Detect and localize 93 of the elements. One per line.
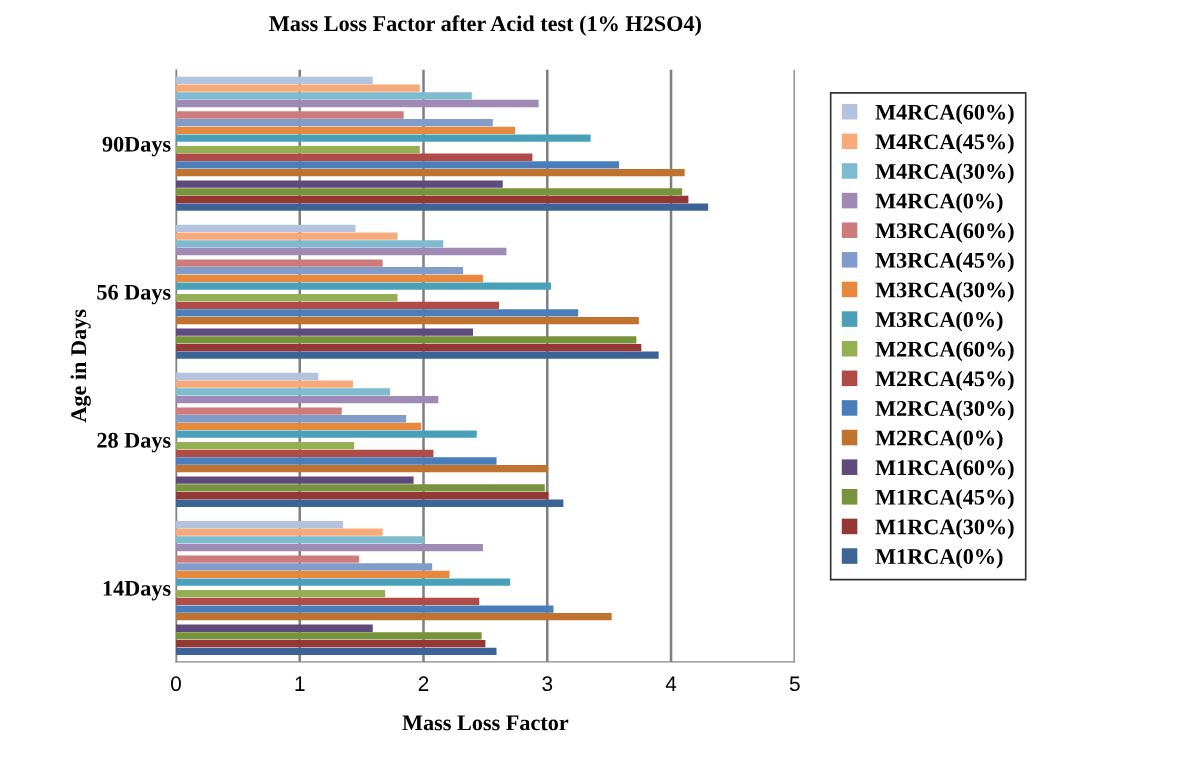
bar	[175, 484, 545, 492]
bar	[175, 578, 511, 586]
bar	[175, 528, 383, 536]
bar	[175, 555, 360, 563]
bar	[175, 430, 477, 438]
bar	[175, 570, 450, 579]
bar	[175, 351, 659, 359]
bar	[175, 224, 356, 233]
y-tick-label: 90Days	[102, 136, 171, 157]
bar	[175, 328, 474, 336]
bar	[175, 639, 486, 648]
legend-label: M3RCA(0%)	[875, 311, 1003, 332]
bar	[175, 613, 612, 621]
bar	[175, 195, 689, 204]
bar	[175, 301, 500, 309]
bar	[175, 590, 386, 598]
bar	[175, 520, 344, 529]
bar	[175, 282, 551, 290]
legend-label: M3RCA(60%)	[875, 222, 1014, 243]
legend-label: M2RCA(60%)	[875, 341, 1014, 362]
legend-label: M4RCA(45%)	[875, 133, 1014, 154]
x-tick-label: 3	[542, 676, 553, 692]
bar	[175, 274, 483, 283]
bar	[175, 119, 493, 127]
bar	[175, 605, 554, 613]
bar	[175, 457, 497, 465]
legend-label: M1RCA(0%)	[875, 548, 1003, 569]
bar	[175, 92, 472, 100]
bar	[175, 632, 482, 640]
bar	[175, 203, 709, 211]
bar	[175, 415, 407, 423]
bar	[175, 441, 355, 450]
bar	[175, 491, 549, 500]
bar	[175, 134, 591, 142]
x-tick-label: 4	[665, 676, 677, 691]
bar	[175, 84, 420, 92]
bar	[175, 336, 637, 344]
bar	[175, 126, 516, 135]
bar	[175, 395, 439, 404]
legend-label: M1RCA(30%)	[875, 518, 1014, 539]
legend-label: M4RCA(0%)	[875, 192, 1003, 214]
bar	[175, 232, 398, 240]
bar	[175, 499, 564, 507]
x-tick-label: 5	[789, 676, 800, 692]
x-axis-title: Mass Loss Factor	[402, 715, 569, 731]
bar	[175, 111, 404, 119]
y-tick-label: 14Days	[103, 580, 171, 601]
bar	[175, 168, 685, 177]
legend-label: M4RCA(30%)	[875, 163, 1014, 184]
bar	[175, 293, 398, 302]
bar	[175, 372, 319, 381]
bar	[175, 380, 353, 388]
chart-title: Mass Loss Factor after Acid test (1% H2SO4)	[269, 15, 701, 36]
bar	[175, 317, 639, 325]
legend-label: M3RCA(30%)	[875, 281, 1014, 302]
bar	[175, 180, 503, 188]
bar	[175, 145, 420, 154]
bar	[175, 309, 579, 317]
legend-label: M2RCA(45%)	[875, 370, 1014, 391]
bar	[175, 597, 480, 605]
bar	[175, 449, 434, 457]
bar	[175, 99, 539, 108]
bar	[175, 188, 683, 196]
x-tick-label: 2	[418, 676, 429, 691]
bar	[175, 543, 483, 552]
legend-label: M2RCA(0%)	[875, 429, 1003, 451]
bar	[175, 647, 497, 655]
bar	[175, 422, 422, 431]
y-tick-label: 28 Days	[97, 432, 171, 453]
bar	[175, 343, 642, 352]
bar	[175, 247, 507, 256]
bar	[175, 153, 533, 161]
legend-label: M2RCA(30%)	[875, 400, 1014, 421]
bar	[175, 259, 383, 267]
bar	[175, 536, 425, 544]
bar	[175, 407, 342, 415]
bar	[175, 267, 464, 275]
bar	[175, 388, 391, 396]
x-tick-label: 1	[295, 676, 305, 691]
y-axis-title: Age in Days	[70, 309, 91, 423]
bar	[175, 76, 373, 85]
bar	[175, 563, 433, 571]
bar	[175, 240, 444, 248]
bar	[175, 476, 414, 484]
legend-label: M1RCA(45%)	[875, 489, 1014, 510]
bar	[175, 624, 373, 632]
legend-label: M1RCA(60%)	[875, 459, 1014, 480]
bar	[175, 465, 548, 473]
legend-label: M4RCA(60%)	[875, 104, 1014, 125]
legend-label: M3RCA(45%)	[875, 252, 1014, 273]
y-tick-label: 56 Days	[97, 284, 171, 305]
bar	[175, 161, 620, 169]
x-tick-label: 0	[170, 676, 181, 692]
